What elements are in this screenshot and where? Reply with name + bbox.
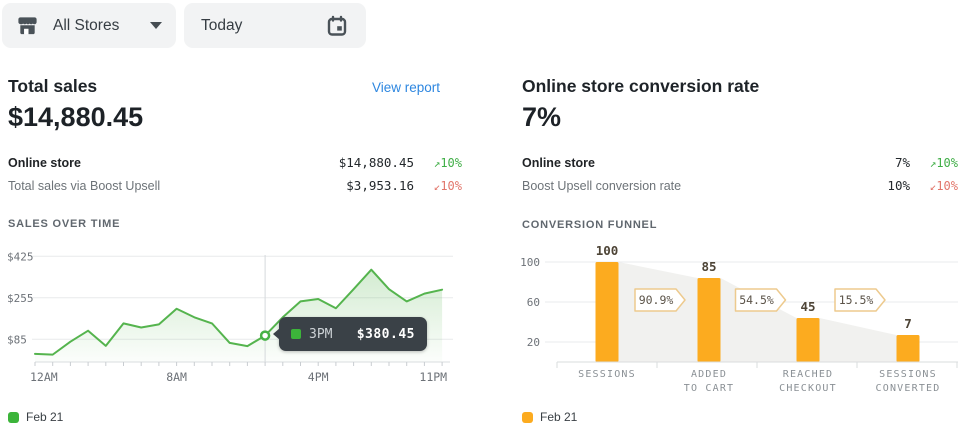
metric-row-boost-upsell: Boost Upsell conversion rate 10% ↙10% (522, 178, 958, 195)
y-axis-tick-label: 100 (520, 256, 540, 269)
metric-change: ↗10% (929, 156, 958, 170)
sales-legend: Feb 21 (8, 410, 63, 424)
conversion-rate-badge (734, 288, 787, 312)
metric-change: ↙10% (929, 179, 958, 193)
tooltip-time: 3PM (309, 326, 333, 342)
line-series (34, 268, 444, 356)
chevron-down-icon (150, 22, 162, 29)
y-axis-tick-label: 60 (527, 296, 540, 309)
category-label: SESSIONS (879, 369, 937, 380)
hover-marker[interactable] (259, 330, 271, 341)
legend-swatch-green (8, 411, 19, 423)
conversion-rate-amount: 7% (522, 102, 562, 132)
store-icon (18, 17, 37, 35)
tooltip-value: $380.45 (356, 326, 415, 342)
y-axis-tick-label: $85 (7, 333, 27, 346)
sales-line-chart[interactable]: $425 $255 $85 12AM 8AM 4PM 11PM (5, 245, 460, 385)
conversion-rate-label: 54.5% (739, 293, 774, 307)
metric-row-boost-upsell: Total sales via Boost Upsell $3,953.16 ↙… (8, 178, 462, 195)
conversion-rate-badge (634, 288, 686, 312)
category-label: CHECKOUT (779, 383, 837, 394)
category-label: SESSIONS (578, 369, 636, 380)
y-axis-tick-label: $255 (7, 292, 34, 305)
funnel-legend: Feb 21 (522, 410, 577, 424)
store-selector-label: All Stores (53, 16, 120, 34)
funnel-bar[interactable] (697, 278, 721, 362)
funnel-bar[interactable] (595, 262, 619, 362)
conversion-rate-panel: Online store conversion rate 7% Online s… (520, 72, 958, 428)
bar-value-label: 7 (904, 316, 912, 331)
funnel-area (618, 262, 897, 362)
tooltip-series-swatch (291, 329, 301, 339)
legend-label: Feb 21 (540, 410, 578, 424)
chart-tooltip: 3PM $380.45 (273, 317, 427, 351)
legend-swatch-orange (522, 411, 533, 423)
sales-metric-rows: Online store $14,880.45 ↗10% Total sales… (8, 155, 462, 201)
total-sales-panel: Total sales View report $14,880.45 Onlin… (5, 72, 462, 428)
x-axis-tick-label: 4PM (308, 370, 329, 384)
metric-value: 10% (887, 178, 910, 193)
funnel-bar[interactable] (896, 335, 920, 362)
date-selector-label: Today (201, 16, 243, 34)
trend-down-icon: ↙ (433, 180, 441, 193)
metric-change: ↙10% (433, 179, 462, 193)
total-sales-title: Total sales (8, 76, 98, 96)
trend-up-icon: ↗ (433, 157, 441, 170)
conversion-funnel-heading: CONVERSION FUNNEL (522, 219, 658, 231)
bar-value-label: 100 (596, 243, 619, 258)
x-axis-tick-label: 11PM (419, 370, 447, 384)
category-label: TO CART (684, 383, 735, 394)
calendar-icon (327, 15, 347, 36)
date-selector[interactable]: Today (184, 3, 366, 48)
conversion-funnel-chart[interactable]: 100 60 20 100 85 45 7 90.9% 54.5% 15.5% SESSIONS AD… (515, 240, 960, 400)
bar-value-label: 85 (701, 259, 716, 274)
metric-label: Online store (8, 156, 81, 170)
conversion-metric-rows: Online store 7% ↗10% Boost Upsell conver… (522, 155, 958, 201)
y-axis-tick-label: 20 (527, 336, 540, 349)
metric-value: $3,953.16 (346, 178, 414, 193)
bar-value-label: 45 (800, 299, 815, 314)
total-sales-amount: $14,880.45 (8, 102, 144, 132)
conversion-rate-title: Online store conversion rate (522, 76, 760, 96)
metric-label: Online store (522, 156, 595, 170)
conversion-rate-label: 15.5% (839, 293, 874, 307)
category-label: CONVERTED (876, 383, 941, 394)
metric-change: ↗10% (433, 156, 462, 170)
trend-up-icon: ↗ (929, 157, 937, 170)
view-report-link[interactable]: View report (371, 80, 440, 95)
metric-value: 7% (894, 155, 910, 170)
metric-row-online-store: Online store 7% ↗10% (522, 155, 958, 172)
category-label: ADDED (691, 369, 727, 380)
metric-label: Boost Upsell conversion rate (522, 179, 682, 193)
y-axis-tick-label: $425 (7, 250, 34, 263)
conversion-rate-badge (834, 288, 886, 312)
sales-over-time-heading: SALES OVER TIME (8, 218, 121, 230)
metric-row-online-store: Online store $14,880.45 ↗10% (8, 155, 462, 172)
funnel-bar[interactable] (796, 318, 820, 362)
x-axis-tick-label: 8AM (166, 370, 187, 384)
metric-label: Total sales via Boost Upsell (8, 179, 161, 193)
conversion-rate-label: 90.9% (639, 293, 674, 307)
x-axis-tick-label: 12AM (30, 370, 58, 384)
category-label: REACHED (783, 369, 834, 380)
legend-label: Feb 21 (26, 410, 64, 424)
metric-value: $14,880.45 (338, 155, 414, 170)
store-selector[interactable]: All Stores (2, 3, 176, 48)
trend-down-icon: ↙ (929, 180, 937, 193)
